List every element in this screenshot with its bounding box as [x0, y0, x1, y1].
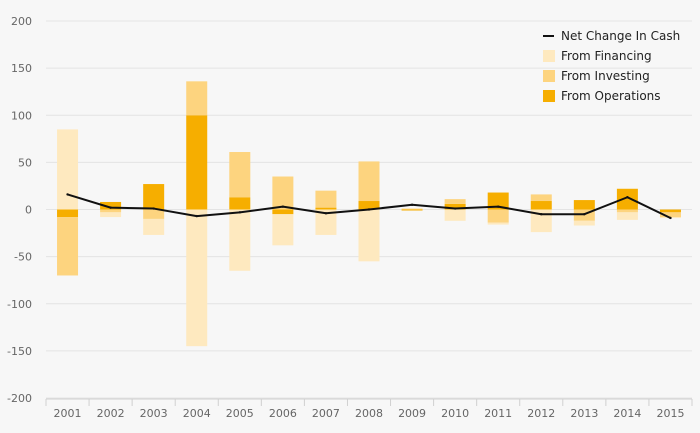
bar-from-operations-2011 [487, 192, 509, 210]
bars [57, 81, 681, 347]
x-tick-label: 2013 [570, 407, 598, 420]
x-tick-label: 2003 [140, 407, 168, 420]
bar-from-investing-2010 [444, 199, 466, 204]
x-tick-label: 2007 [312, 407, 340, 420]
net-change-point-2006 [281, 205, 285, 208]
y-tick-label: 200 [11, 15, 32, 28]
x-tick-label: 2005 [226, 407, 254, 420]
legend-label-from-investing: From Investing [561, 69, 650, 83]
legend-swatch-from-operations [543, 90, 555, 102]
y-tick-label: -100 [7, 298, 32, 311]
bar-from-operations-2010 [444, 203, 466, 210]
bar-from-financing-2014 [616, 212, 638, 220]
bar-from-financing-2008 [358, 209, 380, 262]
bar-from-investing-2004 [186, 81, 208, 116]
x-tick-label: 2001 [54, 407, 82, 420]
bar-from-investing-2012 [530, 194, 552, 202]
bar-from-financing-2005 [229, 209, 251, 271]
bar-from-financing-2003 [143, 218, 165, 235]
net-change-point-2015 [669, 216, 672, 220]
net-change-point-2010 [453, 207, 457, 210]
y-tick-label: -150 [7, 345, 32, 358]
y-tick-label: -50 [14, 251, 32, 264]
y-tick-label: -200 [7, 392, 32, 405]
bar-from-operations-2015 [659, 209, 681, 213]
bar-from-investing-2009 [401, 208, 423, 210]
bar-from-operations-2005 [229, 197, 251, 210]
x-axis: 2001 2002 2003 2004 2005 2006 2007 2008 2009 2010… [45, 398, 693, 420]
x-tick-label: 2011 [484, 407, 512, 420]
bar-from-operations-2014 [616, 188, 638, 210]
legend-swatch-from-investing [543, 70, 555, 82]
bar-from-operations-2009 [401, 209, 423, 211]
bar-from-operations-2006 [272, 209, 294, 215]
bar-from-investing-2001 [57, 217, 79, 276]
legend: Net Change In Cash From Financing From Inv… [543, 29, 680, 103]
net-change-point-2008 [367, 208, 371, 211]
bar-from-financing-2010 [444, 209, 466, 221]
legend-label-net-change-in-cash: Net Change In Cash [561, 29, 680, 43]
net-change-point-2012 [540, 213, 543, 216]
y-tick-label: 0 [25, 204, 32, 217]
legend-swatch-from-financing [543, 50, 555, 62]
bar-from-operations-2008 [358, 201, 380, 210]
bar-from-operations-2013 [573, 200, 595, 210]
bar-from-financing-2013 [573, 220, 595, 226]
bar-from-investing-2002 [100, 209, 122, 213]
net-change-point-2014 [626, 196, 629, 199]
bar-from-investing-2005 [229, 152, 251, 198]
bar-from-operations-2004 [186, 115, 208, 210]
net-change-point-2003 [152, 207, 155, 210]
bar-from-operations-2007 [315, 207, 337, 210]
bar-from-investing-2003 [143, 209, 165, 219]
bar-from-investing-2006 [272, 176, 294, 210]
net-change-point-2005 [238, 211, 241, 214]
x-tick-label: 2008 [355, 407, 383, 420]
bar-from-financing-2002 [100, 212, 122, 218]
net-change-point-2001 [66, 193, 69, 196]
y-axis-ticks: 200 150 100 50 0 -50 -100 -150 -200 [7, 15, 32, 405]
bar-from-financing-2001 [57, 129, 79, 210]
bar-from-investing-2015 [659, 212, 681, 218]
bar-from-investing-2011 [487, 209, 509, 223]
legend-label-from-financing: From Financing [561, 49, 652, 63]
bar-from-investing-2008 [358, 161, 380, 202]
bar-from-operations-2001 [57, 209, 79, 218]
y-tick-label: 150 [11, 62, 32, 75]
x-tick-label: 2014 [613, 407, 641, 420]
x-tick-label: 2004 [183, 407, 211, 420]
x-tick-label: 2012 [527, 407, 555, 420]
net-change-point-2013 [583, 213, 586, 216]
net-change-point-2011 [497, 205, 500, 208]
net-change-line [66, 193, 672, 220]
y-tick-label: 50 [18, 156, 32, 169]
bar-from-operations-2002 [100, 201, 122, 210]
bar-from-investing-2014 [616, 209, 638, 213]
x-tick-label: 2002 [97, 407, 125, 420]
x-tick-label: 2006 [269, 407, 297, 420]
x-tick-label: 2015 [656, 407, 684, 420]
x-tick-label: 2009 [398, 407, 426, 420]
net-change-point-2004 [195, 214, 198, 218]
bar-from-financing-2004 [186, 209, 208, 347]
bar-from-investing-2007 [315, 190, 337, 208]
net-change-point-2009 [410, 203, 414, 206]
net-change-point-2007 [324, 212, 328, 215]
y-tick-label: 100 [11, 109, 32, 122]
bar-from-operations-2012 [530, 201, 552, 210]
net-change-point-2002 [109, 206, 112, 209]
legend-label-from-operations: From Operations [561, 89, 661, 103]
bar-from-financing-2006 [272, 214, 294, 246]
bar-from-financing-2011 [487, 222, 509, 225]
x-tick-label: 2010 [441, 407, 469, 420]
bar-from-financing-2007 [315, 209, 337, 235]
bar-from-operations-2003 [143, 184, 165, 210]
